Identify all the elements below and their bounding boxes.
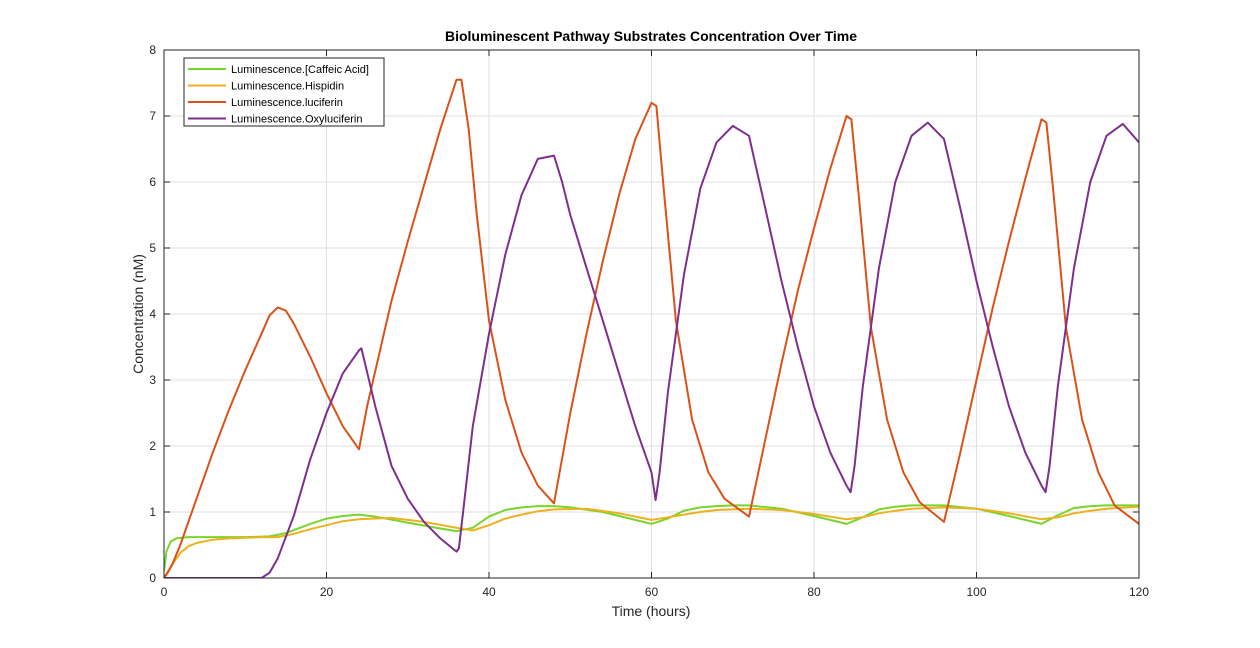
legend-label-2: Luminescence.luciferin	[231, 97, 343, 109]
y-axis-label: Concentration (nM)	[130, 254, 146, 374]
chart-title: Bioluminescent Pathway Substrates Concen…	[445, 28, 857, 44]
y-tick-label: 2	[149, 439, 156, 453]
x-tick-label: 0	[161, 585, 168, 599]
grid-lines	[164, 50, 1139, 578]
axis-ticks: 0 20 40 60 80 100 120 0 1 2 3 4 5 6 7 8	[149, 43, 1149, 599]
x-tick-label: 40	[482, 585, 496, 599]
x-tick-label: 60	[645, 585, 659, 599]
x-axis-label: Time (hours)	[612, 603, 691, 619]
y-tick-label: 0	[149, 571, 156, 585]
legend-label-1: Luminescence.Hispidin	[231, 81, 344, 93]
legend-label-0: Luminescence.[Caffeic Acid]	[231, 64, 369, 76]
y-tick-label: 7	[149, 109, 156, 123]
y-tick-label: 3	[149, 373, 156, 387]
legend-label-3: Luminescence.Oxyluciferin	[231, 114, 362, 126]
x-tick-label: 20	[320, 585, 334, 599]
x-tick-label: 120	[1129, 585, 1149, 599]
x-tick-label: 100	[966, 585, 986, 599]
y-tick-label: 8	[149, 43, 156, 57]
series-line-2	[164, 78, 1139, 578]
y-tick-label: 5	[149, 241, 156, 255]
x-tick-label: 80	[807, 585, 821, 599]
series-line-3	[164, 121, 1139, 578]
y-tick-label: 1	[149, 505, 156, 519]
series-line-1	[164, 505, 1139, 578]
y-tick-label: 4	[149, 307, 156, 321]
series-layer	[164, 78, 1139, 578]
legend: Luminescence.[Caffeic Acid] Luminescence.…	[183, 57, 385, 127]
y-tick-label: 6	[149, 175, 156, 189]
